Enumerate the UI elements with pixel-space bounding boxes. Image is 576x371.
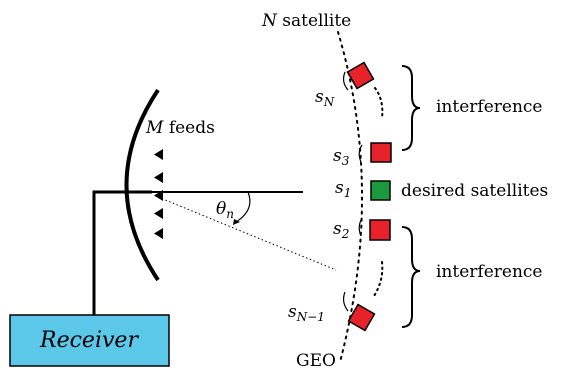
satellite-s3 xyxy=(370,142,392,163)
feed-element xyxy=(154,149,163,160)
angle-arrowhead xyxy=(233,219,240,225)
receiver-box xyxy=(9,314,170,367)
interference-label-bottom: interference xyxy=(436,262,542,282)
separation-arcs xyxy=(342,71,363,312)
brace-top xyxy=(401,65,421,151)
off-axis-ray xyxy=(157,196,337,271)
label-sN: sN xyxy=(315,87,335,109)
receiver-label: Receiver xyxy=(39,328,139,353)
interference-label-top: interference xyxy=(436,97,542,117)
satellite-count-title: N satellite xyxy=(261,11,351,31)
geo-label: GEO xyxy=(296,351,336,371)
feed-element xyxy=(154,172,163,183)
angle-label: θn xyxy=(216,199,234,221)
feed-element xyxy=(154,228,163,239)
label-s2: s2 xyxy=(333,219,349,241)
feed-array xyxy=(154,149,163,239)
satellite-s2 xyxy=(369,219,391,241)
desired-satellites-label: desired satellites xyxy=(401,181,548,201)
satellite-sNm1 xyxy=(347,303,376,332)
dish-mount xyxy=(92,190,152,316)
dish-reflector xyxy=(124,88,160,282)
label-sNm1: sN−1 xyxy=(288,302,325,324)
continuation-dots-top xyxy=(374,87,384,119)
label-s1: s1 xyxy=(335,178,351,200)
brace-bottom xyxy=(401,226,421,328)
feed-element xyxy=(154,208,163,219)
satellite-sN xyxy=(346,61,375,90)
label-s3: s3 xyxy=(333,146,350,168)
angle-arc xyxy=(235,191,251,223)
satellite-s1 xyxy=(370,180,391,201)
continuation-dots-bottom xyxy=(373,261,384,297)
feeds-label: M feeds xyxy=(145,118,215,138)
